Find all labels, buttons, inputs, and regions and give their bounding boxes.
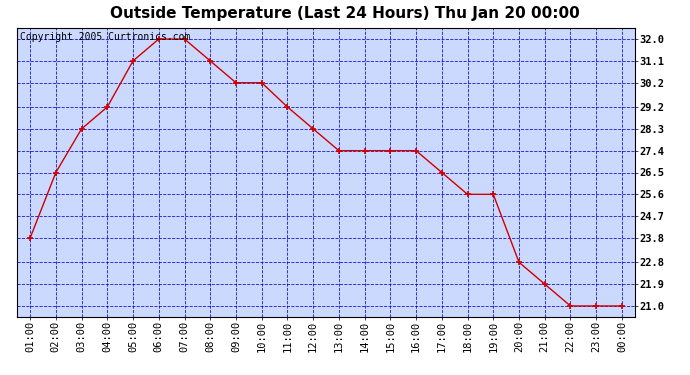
- Text: Outside Temperature (Last 24 Hours) Thu Jan 20 00:00: Outside Temperature (Last 24 Hours) Thu …: [110, 6, 580, 21]
- Text: Copyright 2005 Curtronics.com: Copyright 2005 Curtronics.com: [20, 33, 190, 42]
